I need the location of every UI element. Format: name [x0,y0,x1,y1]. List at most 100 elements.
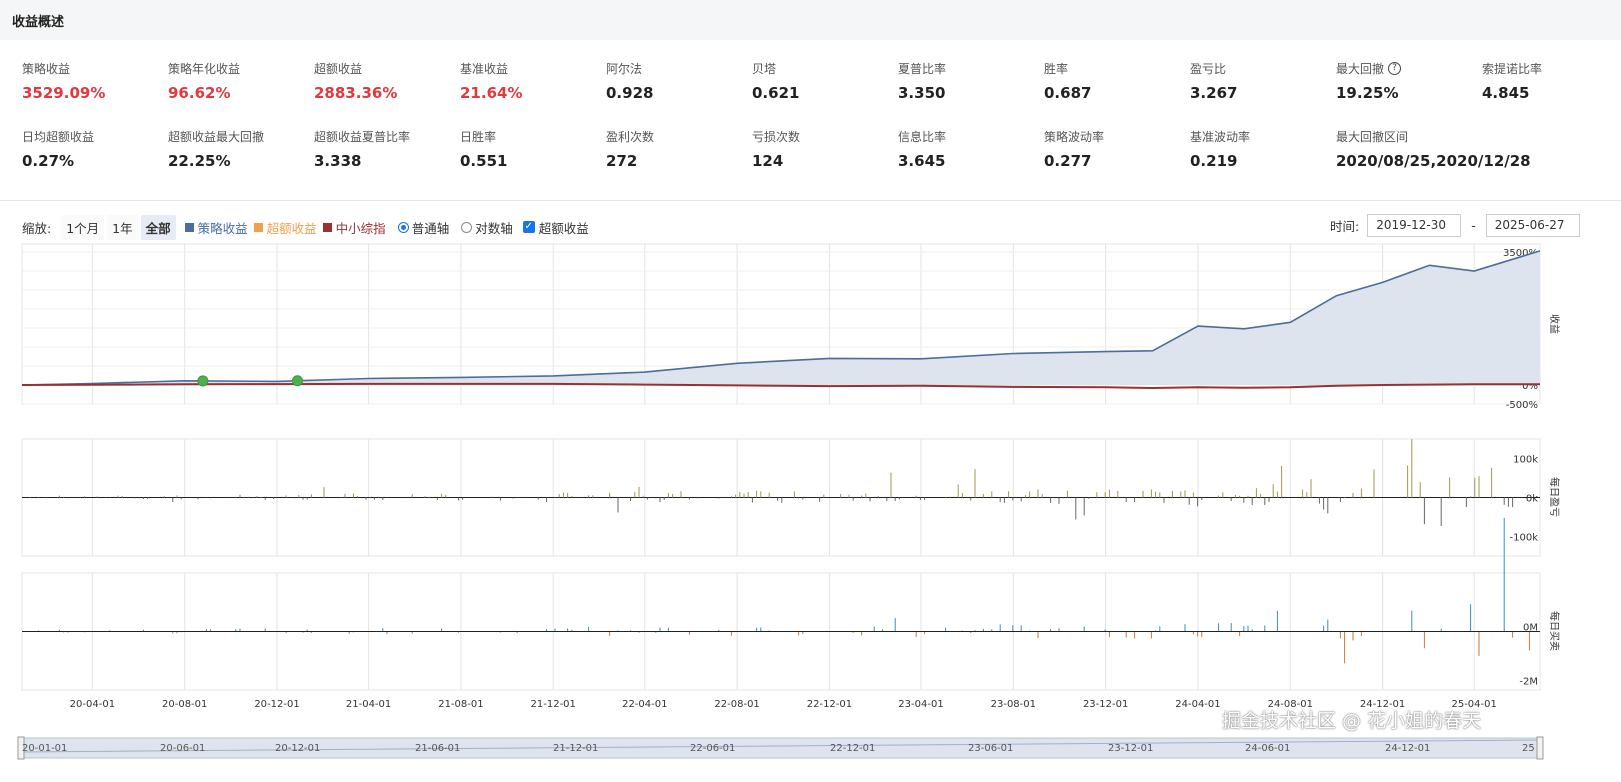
axis-normal-radio[interactable] [397,221,409,233]
navigator-label: 23-06-01 [968,743,1013,754]
panel-frame-2 [21,438,1541,557]
x-tick-label: 23-12-01 [1083,699,1128,710]
metric-label-text: 超额收益夏普比率 [314,130,411,144]
metric-value: 0.621 [752,84,800,102]
zoom-1month-button[interactable]: 1个月 [61,214,105,240]
y-tick-label: 2500% [1503,286,1538,297]
y-tick-label: 0% [1522,381,1538,392]
x-tick-label: 21-08-01 [438,699,483,710]
metric-label: 超额收益夏普比率 [314,128,454,145]
metric-label: 基准波动率 [1190,128,1330,145]
metric-label-text: 盈亏比 [1190,62,1227,76]
metric-label-text: 贝塔 [752,62,777,76]
metric-value: 0.277 [1044,152,1092,170]
x-tick-label: 23-04-01 [898,699,943,710]
metric-value: 2883.36% [314,84,398,102]
metric-label: 信息比率 [898,128,1038,145]
end-date-input[interactable]: 2025-06-27 [1485,214,1580,237]
metric-value: 22.25% [168,152,231,170]
y-tick-label: -500% [1506,400,1538,411]
metric-value: 19.25% [1336,84,1399,102]
metric-label-text: 盈利次数 [606,130,655,144]
metric-value: 0.219 [1190,152,1238,170]
navigator-label: 20-12-01 [275,743,320,754]
legend-label: 超额收益 [266,220,317,236]
metric-value: 3.350 [898,84,946,102]
x-tick-label: 22-08-01 [714,699,759,710]
x-tick-label: 21-12-01 [531,699,576,710]
metric-label: 盈亏比 [1190,60,1330,77]
metric-label: 日均超额收益 [22,128,162,145]
legend-swatch [184,222,194,232]
metric-label: 最大回撤? [1336,60,1476,77]
metric-value: 3529.09% [22,84,106,102]
navigator-label: 20-06-01 [160,743,205,754]
legend-excess-return[interactable]: 超额收益 [253,218,317,237]
metric-label: 索提诺比率 [1482,60,1621,77]
metric-label: 策略波动率 [1044,128,1184,145]
zoom-1year-button[interactable]: 1年 [107,214,138,240]
metric-label: 夏普比率 [898,60,1038,77]
navigator-handle-right [1536,736,1544,760]
strategy-area [22,250,1540,385]
legend-strategy-return[interactable]: 策略收益 [184,218,248,237]
metric-value: 0.687 [1044,84,1092,102]
start-date-input[interactable]: 2019-12-30 [1367,214,1462,237]
benchmark-line [21,382,1540,390]
metric-label-text: 策略年化收益 [168,62,241,76]
metric-cell: 阿尔法 0.928 [606,60,746,102]
metric-value: 3.267 [1190,84,1238,102]
navigator-series [21,739,1541,753]
metric-label-text: 基准收益 [460,62,509,76]
metric-cell: 最大回撤? 19.25% [1336,60,1476,102]
x-tick-label: 20-04-01 [70,699,115,710]
axis-log-radio[interactable] [461,221,473,233]
legend-swatch [322,222,332,232]
y-tick-label: 1500% [1503,324,1538,335]
metric-value: 0.27% [22,152,75,170]
metric-label-text: 索提诺比率 [1482,62,1543,76]
y-tick-label: 1000% [1503,343,1538,354]
metric-cell: 超额收益最大回撤 22.25% [168,128,308,170]
metric-label: 策略收益 [22,60,162,77]
metric-label-text: 基准波动率 [1190,130,1251,144]
metric-cell: 日均超额收益 0.27% [22,128,162,170]
question-circle-icon[interactable]: ? [1388,62,1402,75]
section-title: 收益概述 [12,15,65,30]
metric-label-text: 夏普比率 [898,62,947,76]
metric-value: 96.62% [168,84,231,102]
metric-label-text: 胜率 [1044,62,1069,76]
metric-label: 基准收益 [460,60,600,77]
excess-return-checkbox[interactable]: ✓ [522,221,535,233]
legend-benchmark[interactable]: 中小综指 [322,218,386,237]
metric-value: 21.64% [460,84,523,102]
metric-value: 4.845 [1482,84,1530,102]
zoom-label: 缩放: [22,220,52,236]
metric-label: 超额收益最大回撤 [168,128,308,145]
metric-label-text: 策略收益 [22,62,71,76]
metric-value: 3.338 [314,152,362,170]
strategy-line [21,250,1541,386]
metric-cell: 超额收益 2883.36% [314,60,454,102]
y-tick-label: 500% [1509,362,1538,373]
panel-frame-1 [21,243,1541,405]
navigator-window [21,737,1541,759]
axis-normal-label: 普通轴 [411,220,450,236]
metric-label: 胜率 [1044,60,1184,77]
metric-cell: 策略年化收益 96.62% [168,60,308,102]
metric-label: 贝塔 [752,60,892,77]
drawdown-marker [197,375,209,387]
watermark: 掘金技术社区 @ 花小姐的春天 [1222,710,1482,732]
navigator-label: 21-06-01 [415,743,460,754]
metric-label: 最大回撤区间 [1336,128,1476,145]
navigator-label: 21-12-01 [553,743,598,754]
x-tick-label: 22-12-01 [807,699,852,710]
metric-label: 盈利次数 [606,128,746,145]
zoom-all-button[interactable]: 全部 [140,214,176,240]
legend-label: 策略收益 [197,220,248,236]
y-tick-label: 2000% [1503,305,1538,316]
divider [0,200,1621,201]
metric-cell: 盈利次数 272 [606,128,746,170]
y-axis-label: 每日盈亏 [1548,477,1561,517]
